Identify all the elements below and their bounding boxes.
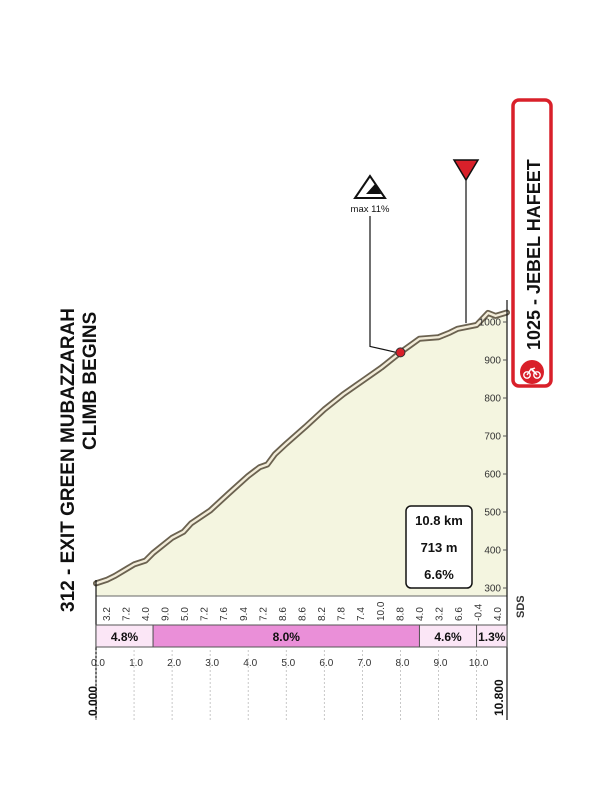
km-gradient-label: 7.8 bbox=[337, 607, 348, 621]
climb-stats-box: 10.8 km 713 m 6.6% bbox=[405, 505, 473, 589]
max-gradient-label: max 11% bbox=[351, 204, 390, 215]
km-gradient-label: 8.2 bbox=[317, 607, 328, 621]
x-tick-label: 0.0 bbox=[91, 658, 105, 669]
km-gradient-label: 10.0 bbox=[376, 601, 387, 621]
finish-km: 10.800 bbox=[492, 679, 506, 716]
profile-area bbox=[96, 312, 507, 596]
y-tick-label: 900 bbox=[484, 356, 501, 367]
finish-marker bbox=[452, 159, 480, 324]
stats-gain: 713 m bbox=[421, 540, 458, 555]
start-subtitle: CLIMB BEGINS bbox=[80, 312, 101, 450]
y-tick-label: 700 bbox=[484, 432, 501, 443]
km-gradient-label: 7.4 bbox=[356, 607, 367, 621]
km-gradient-label: 8.6 bbox=[278, 607, 289, 621]
y-tick-label: 500 bbox=[484, 508, 501, 519]
km-gradient-label: 7.6 bbox=[219, 607, 230, 621]
segment-gradient-label: 4.8% bbox=[111, 630, 139, 644]
segment-block bbox=[476, 624, 508, 648]
km-gradient-label: 4.0 bbox=[493, 607, 504, 621]
x-tick-label: 9.0 bbox=[434, 658, 448, 669]
y-tick-label: 1000 bbox=[479, 318, 502, 329]
finish-name: 1025 - JEBEL HAFEET bbox=[524, 159, 544, 350]
bicycle-icon bbox=[523, 367, 541, 379]
bike-badge bbox=[520, 360, 544, 384]
slope-icon bbox=[366, 184, 381, 194]
x-tick-label: 8.0 bbox=[395, 658, 409, 669]
y-tick-label: 300 bbox=[484, 584, 501, 595]
stats-distance: 10.8 km bbox=[415, 513, 463, 528]
km-gradient-label: -0.4 bbox=[474, 603, 485, 621]
sds-label: SDS bbox=[515, 595, 527, 618]
stats-average: 6.6% bbox=[424, 567, 454, 582]
segment-gradient-label: 4.6% bbox=[434, 630, 462, 644]
segment-gradient-label: 8.0% bbox=[273, 630, 301, 644]
x-tick-label: 3.0 bbox=[205, 658, 219, 669]
km-gradient-label: 6.6 bbox=[454, 607, 465, 621]
x-tick-label: 4.0 bbox=[243, 658, 257, 669]
km-gradient-label: 7.2 bbox=[200, 607, 211, 621]
segment-gradient-label: 1.3% bbox=[478, 630, 506, 644]
warning-triangle-icon bbox=[353, 174, 387, 199]
x-tick-label: 5.0 bbox=[281, 658, 295, 669]
x-tick-label: 1.0 bbox=[129, 658, 143, 669]
km-gradient-label: 9.4 bbox=[239, 607, 250, 621]
y-tick-label: 600 bbox=[484, 470, 501, 481]
finish-box-frame bbox=[511, 98, 553, 388]
y-tick-label: 400 bbox=[484, 546, 501, 557]
km-gradient-label: 7.2 bbox=[258, 607, 269, 621]
stats-box-frame bbox=[405, 505, 473, 589]
km-gradient-label: 3.2 bbox=[435, 607, 446, 621]
km-gradient-label: 9.0 bbox=[161, 607, 172, 621]
y-tick-label: 800 bbox=[484, 394, 501, 405]
x-tick-label: 2.0 bbox=[167, 658, 181, 669]
finish-triangle-icon bbox=[452, 159, 480, 182]
km-gradient-label: 5.0 bbox=[180, 607, 191, 621]
profile-road-center bbox=[94, 311, 509, 585]
x-tick-label: 10.0 bbox=[469, 658, 489, 669]
start-name: 312 - EXIT GREEN MUBAZZARAH bbox=[58, 308, 79, 612]
max-gradient-point bbox=[395, 347, 406, 358]
km-gradient-label: 3.2 bbox=[102, 607, 113, 621]
max-gradient-marker: max 11% bbox=[351, 174, 406, 358]
km-gradient-label: 8.8 bbox=[395, 607, 406, 621]
x-tick-label: 7.0 bbox=[357, 658, 371, 669]
finish-name-box: 1025 - JEBEL HAFEET bbox=[511, 98, 553, 388]
max-gradient-leader bbox=[369, 216, 397, 353]
km-gradient-label: 8.6 bbox=[298, 607, 309, 621]
km-gradient-label: 7.2 bbox=[121, 607, 132, 621]
km-gradient-label: 4.0 bbox=[141, 607, 152, 621]
start-km: 0.000 bbox=[86, 686, 100, 716]
km-gradient-label: 4.0 bbox=[415, 607, 426, 621]
x-tick-label: 6.0 bbox=[319, 658, 333, 669]
